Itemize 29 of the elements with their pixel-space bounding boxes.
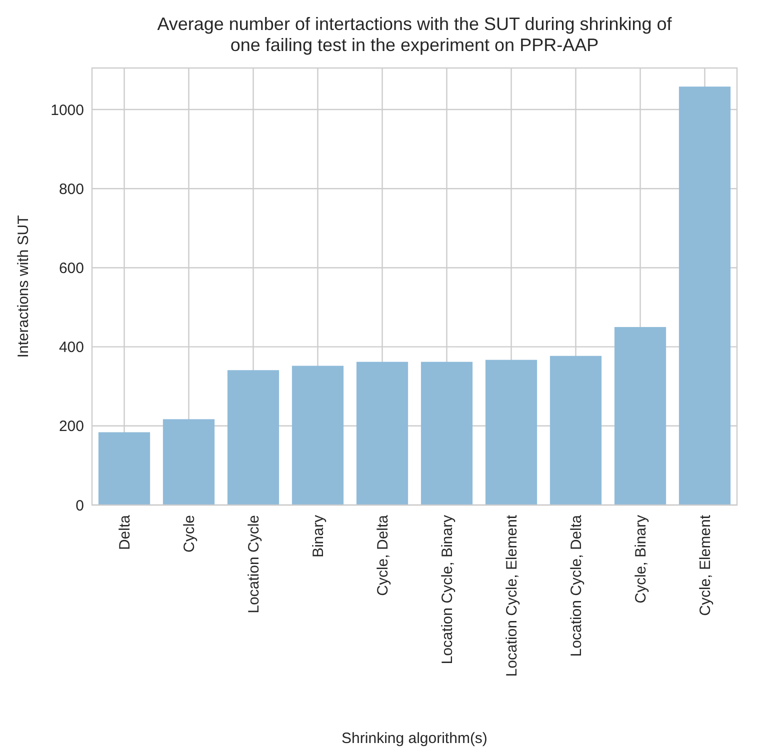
bar (550, 356, 602, 505)
y-tick-label: 600 (58, 260, 84, 277)
y-axis-title: Interactions with SUT (15, 215, 32, 358)
x-tick-label: Location Cycle, Delta (568, 514, 585, 657)
x-axis-title: Shrinking algorithm(s) (342, 730, 488, 747)
x-tick-label: Location Cycle, Binary (439, 514, 456, 664)
chart-title: Average number of intertactions with the SUT during shrinking of one failing test in the experiment on PPR-AAP (157, 14, 673, 55)
y-tick-label: 800 (58, 180, 84, 198)
y-tick-label: 0 (76, 497, 84, 514)
x-tick-label: Location Cycle (246, 515, 262, 614)
y-tick-label: 200 (58, 418, 84, 436)
bar (162, 419, 215, 505)
bar (485, 360, 538, 505)
bar (98, 432, 150, 505)
bar (678, 86, 731, 505)
x-tick-label: Binary (310, 514, 327, 558)
x-tick-label: Cycle, Binary (632, 514, 650, 604)
bar (292, 366, 344, 505)
x-tick-label: Delta (116, 514, 134, 550)
bar (420, 362, 473, 505)
x-tick-label: Cycle, Delta (374, 514, 392, 596)
bar (356, 362, 408, 505)
bar (614, 327, 666, 505)
x-tick-label: Location Cycle, Element (504, 514, 520, 677)
y-tick-label: 400 (58, 339, 84, 356)
y-tick-label: 1000 (50, 102, 84, 119)
x-tick-label: Cycle (181, 515, 198, 553)
bar (227, 370, 280, 505)
x-tick-label: Cycle, Element (697, 514, 714, 616)
